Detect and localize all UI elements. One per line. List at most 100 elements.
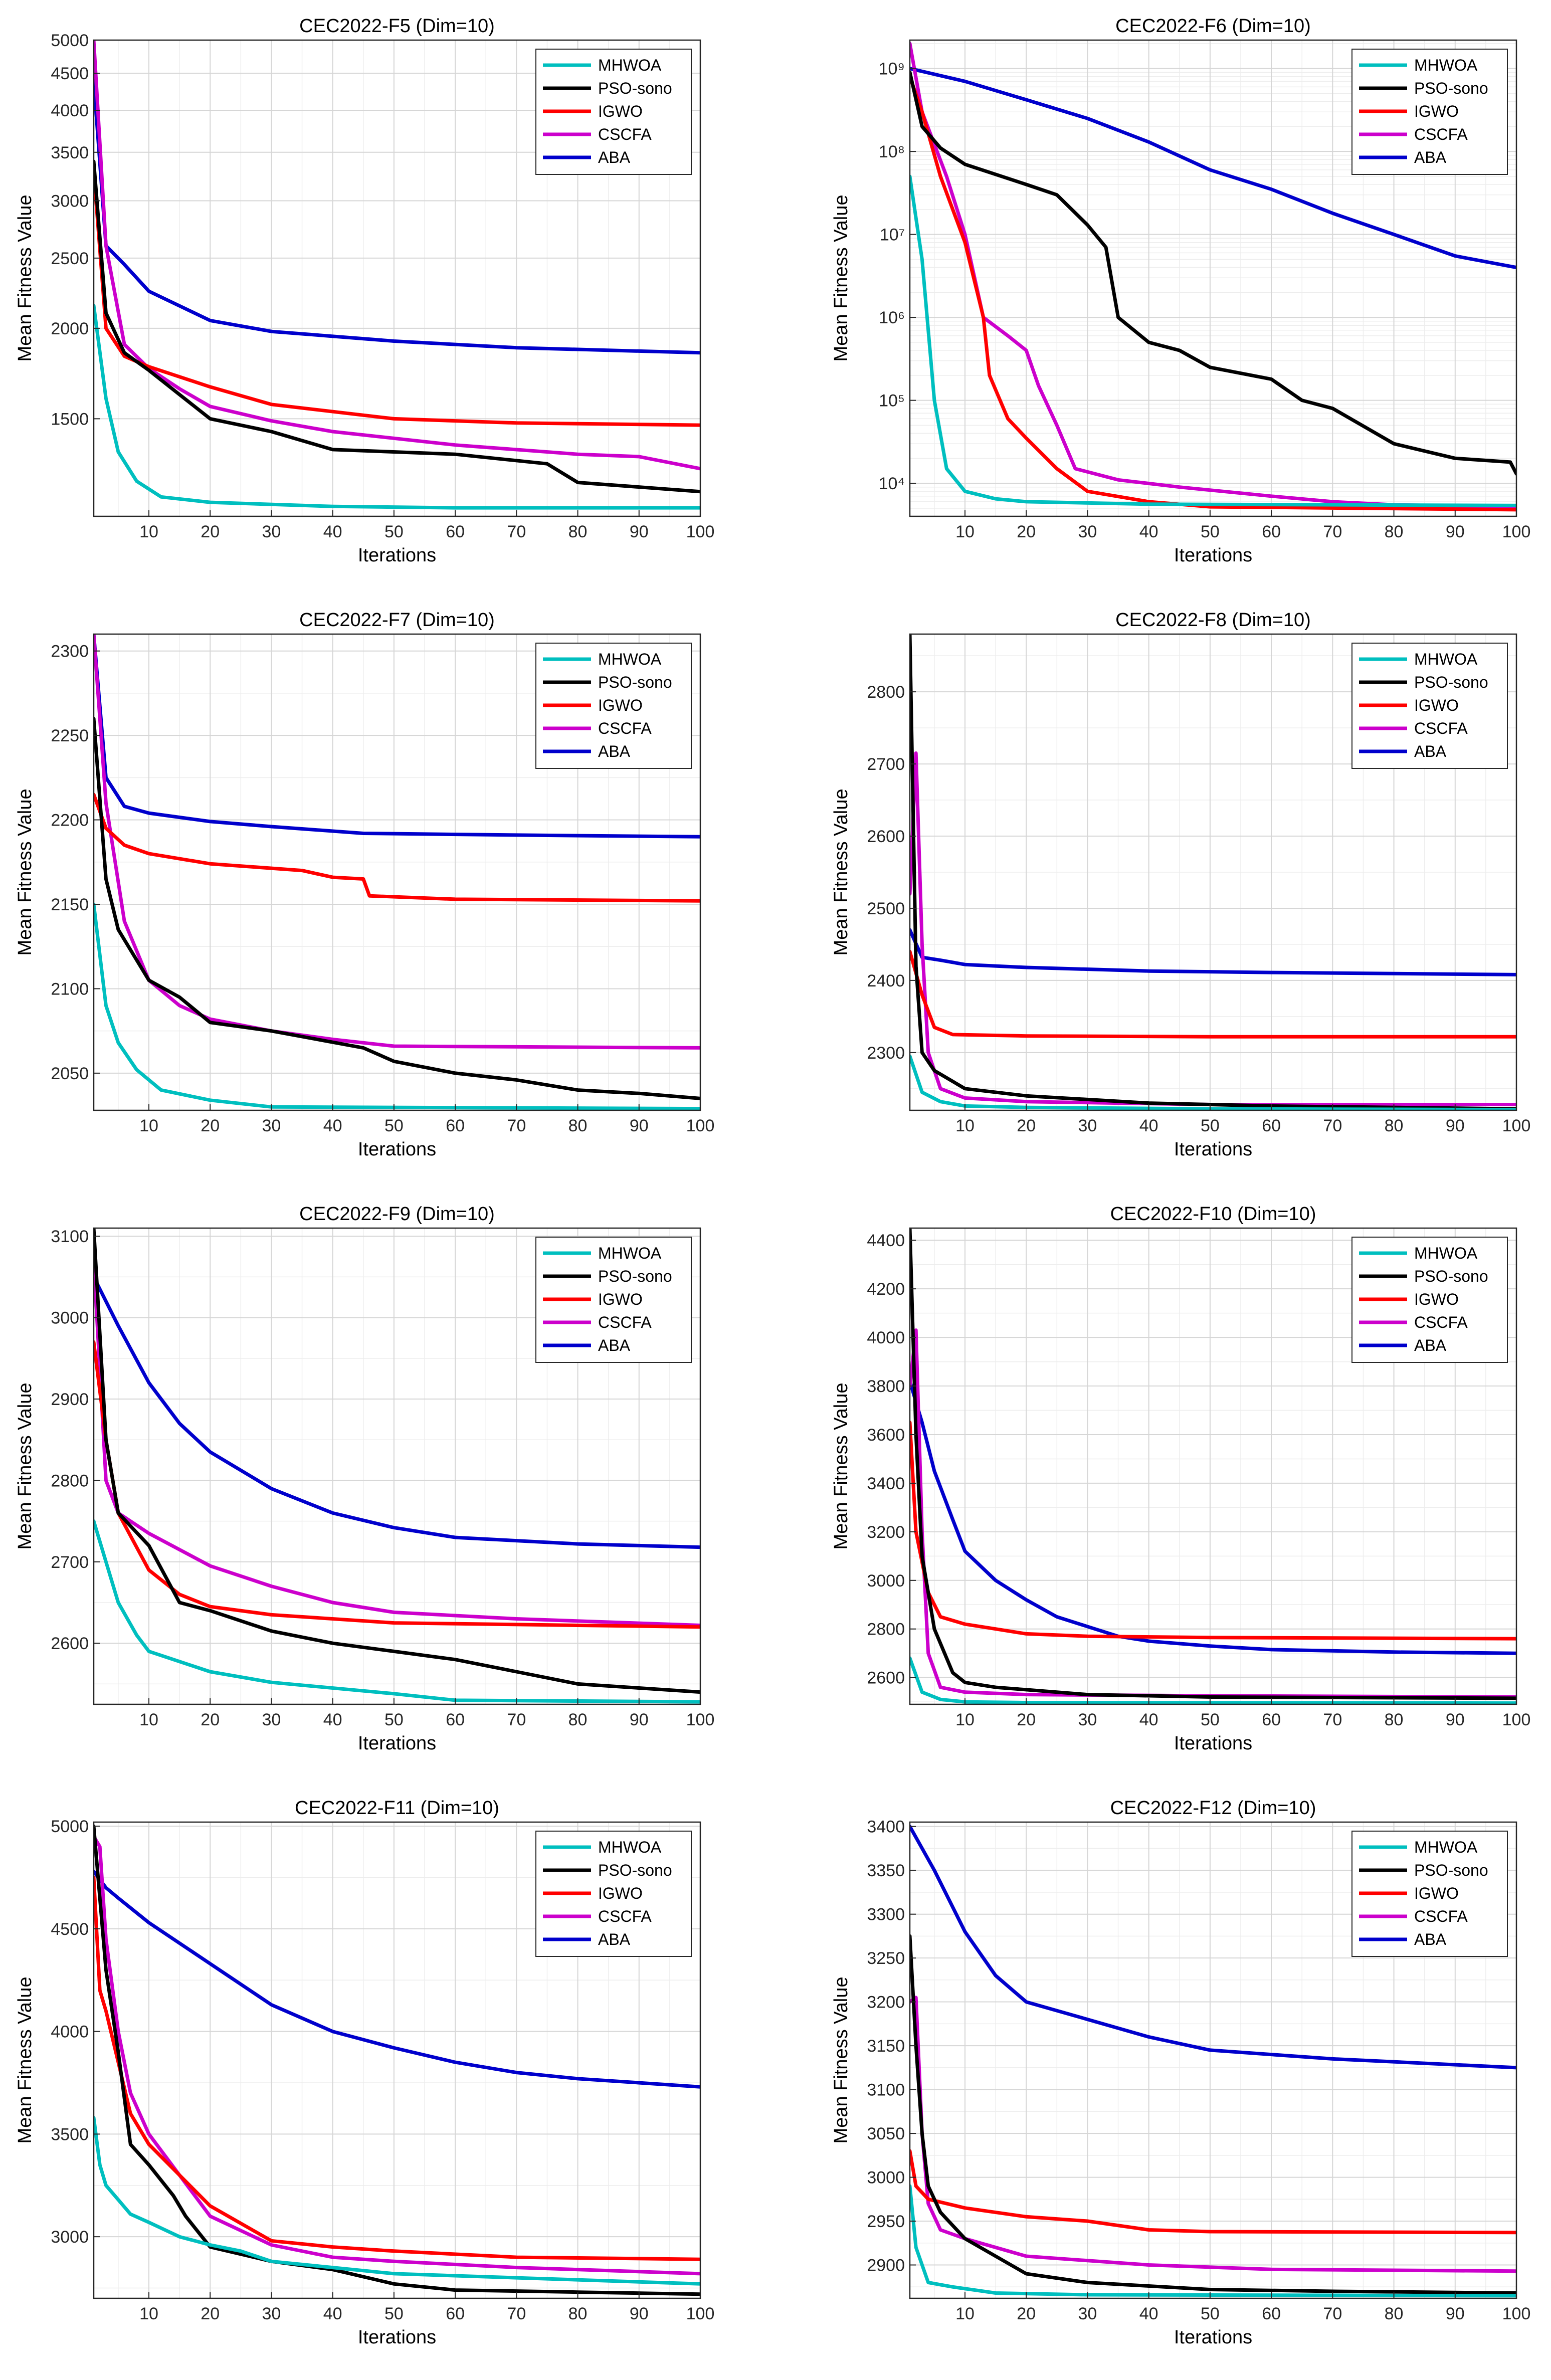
y-tick-label: 3200 [867, 1523, 905, 1542]
x-tick-label: 70 [1323, 2304, 1342, 2323]
x-tick-label: 100 [686, 522, 715, 541]
x-tick-label: 100 [686, 2304, 715, 2323]
y-tick-label: 2250 [51, 726, 89, 745]
legend-label: MHWOA [1414, 650, 1478, 668]
legend-label: ABA [1414, 1930, 1447, 1948]
x-tick-label: 50 [1201, 1710, 1220, 1729]
x-tick-label: 50 [384, 522, 404, 541]
x-tick-label: 20 [1017, 2304, 1036, 2323]
x-tick-label: 40 [1139, 2304, 1158, 2323]
legend-label: CSCFA [1414, 125, 1468, 143]
x-tick-label: 90 [630, 522, 649, 541]
series-line-pso-sono [910, 634, 1516, 1110]
chart-panel-8: 10 20 30 40 50 60 70 80 90 100 2900 2950 3000 3050 310… [831, 1798, 1530, 2348]
legend-label: ABA [1414, 1336, 1447, 1354]
x-tick-label: 80 [568, 1116, 588, 1135]
legend-label: MHWOA [1414, 1244, 1478, 1262]
x-tick-label: 40 [323, 1116, 342, 1135]
y-axis-label: Mean Fitness Value [15, 194, 36, 361]
x-tick-label: 100 [686, 1116, 715, 1135]
series-line-mhwoa [910, 1656, 1516, 1704]
chart-title: CEC2022-F5 (Dim=10) [299, 16, 495, 37]
minor-grid [910, 40, 1516, 516]
chart-title: CEC2022-F9 (Dim=10) [299, 1204, 495, 1225]
x-tick-label: 20 [1017, 522, 1036, 541]
x-tick-label: 60 [446, 2304, 465, 2323]
legend-label: PSO-sono [598, 79, 672, 97]
x-axis-label: Iterations [1174, 1733, 1252, 1754]
series-line-aba [910, 67, 1516, 269]
y-tick-label: 2700 [867, 755, 905, 774]
legend: MHWOA PSO-sono IGWO CSCFA ABA [535, 643, 692, 769]
x-tick-label: 10 [955, 522, 975, 541]
legend-label: PSO-sono [1414, 1861, 1488, 1879]
x-tick-label: 90 [630, 1116, 649, 1135]
legend-label: CSCFA [1414, 719, 1468, 737]
x-tick-label: 80 [1385, 2304, 1404, 2323]
series-line-aba [94, 634, 700, 839]
x-tick-label: 90 [630, 2304, 649, 2323]
legend-label: IGWO [1414, 696, 1459, 714]
legend: MHWOA PSO-sono IGWO CSCFA ABA [1351, 643, 1508, 769]
legend-label: IGWO [1414, 1884, 1459, 1902]
axes-box [93, 1227, 701, 1705]
series-lines [94, 1228, 700, 1704]
chart-panel-2: 10 20 30 40 50 60 70 80 90 100 10⁴ 10⁵ 10⁶ 10⁷ 10⁸ 10⁹ C… [831, 16, 1530, 566]
chart-title: CEC2022-F10 (Dim=10) [1110, 1204, 1316, 1225]
axes-box [93, 633, 701, 1111]
y-tick-label: 3000 [51, 1309, 89, 1328]
series-line-igwo [94, 1876, 700, 2261]
legend-label: MHWOA [598, 56, 662, 74]
chart-panel-7: 10 20 30 40 50 60 70 80 90 100 3000 3500 4000 4500 500… [15, 1798, 714, 2348]
x-tick-label: 70 [1323, 1116, 1342, 1135]
x-tick-label: 30 [1078, 2304, 1097, 2323]
y-tick-label: 2900 [867, 2256, 905, 2275]
x-tick-label: 90 [630, 1710, 649, 1729]
x-tick-label: 100 [686, 1710, 715, 1729]
legend-label: PSO-sono [1414, 1267, 1488, 1285]
x-tick-label: 60 [1262, 1710, 1281, 1729]
legend-label: CSCFA [598, 1907, 652, 1925]
y-tick-label: 10⁹ [879, 60, 905, 79]
x-tick-label: 70 [1323, 522, 1342, 541]
x-tick-label: 10 [139, 522, 158, 541]
x-tick-label: 40 [323, 522, 342, 541]
x-tick-label: 10 [955, 1116, 975, 1135]
y-tick-label: 3050 [867, 2124, 905, 2143]
y-tick-label: 10⁷ [880, 226, 905, 245]
legend-label: MHWOA [1414, 56, 1478, 74]
x-tick-label: 50 [384, 1116, 404, 1135]
chart-panel-3: 10 20 30 40 50 60 70 80 90 100 2050 2100 2150 2200 225… [15, 610, 714, 1160]
y-tick-label: 2700 [51, 1553, 89, 1572]
chart-panel-5: 10 20 30 40 50 60 70 80 90 100 2600 2700 2800 2900 300… [15, 1204, 714, 1754]
chart-title: CEC2022-F8 (Dim=10) [1115, 610, 1311, 631]
series-lines [910, 634, 1516, 1110]
y-tick-label: 1500 [51, 410, 89, 429]
legend-label: IGWO [598, 1290, 643, 1308]
x-tick-label: 100 [1502, 522, 1531, 541]
series-line-igwo [910, 75, 1516, 512]
x-tick-label: 30 [262, 1710, 281, 1729]
x-axis-label: Iterations [358, 545, 436, 566]
y-tick-label: 5000 [51, 31, 89, 50]
y-tick-label: 2950 [867, 2212, 905, 2231]
series-line-mhwoa [910, 174, 1516, 507]
legend-label: CSCFA [1414, 1313, 1468, 1331]
series-lines [94, 634, 700, 1110]
legend-label: CSCFA [598, 719, 652, 737]
x-tick-label: 20 [201, 2304, 220, 2323]
x-tick-label: 20 [201, 1116, 220, 1135]
y-tick-label: 2500 [867, 899, 905, 918]
x-tick-label: 30 [1078, 1116, 1097, 1135]
chart-title: CEC2022-F6 (Dim=10) [1115, 16, 1311, 37]
y-tick-label: 2050 [51, 1064, 89, 1083]
series-line-mhwoa [94, 902, 700, 1110]
x-tick-label: 40 [1139, 1116, 1158, 1135]
chart-panel-6: 10 20 30 40 50 60 70 80 90 100 2600 2800 3000 3200 340… [831, 1204, 1530, 1754]
x-axis-label: Iterations [358, 1139, 436, 1160]
x-tick-label: 20 [1017, 1710, 1036, 1729]
series-lines [910, 1825, 1516, 2298]
x-tick-label: 30 [1078, 522, 1097, 541]
chart-title: CEC2022-F12 (Dim=10) [1110, 1798, 1316, 1819]
x-axis-label: Iterations [358, 2327, 436, 2348]
